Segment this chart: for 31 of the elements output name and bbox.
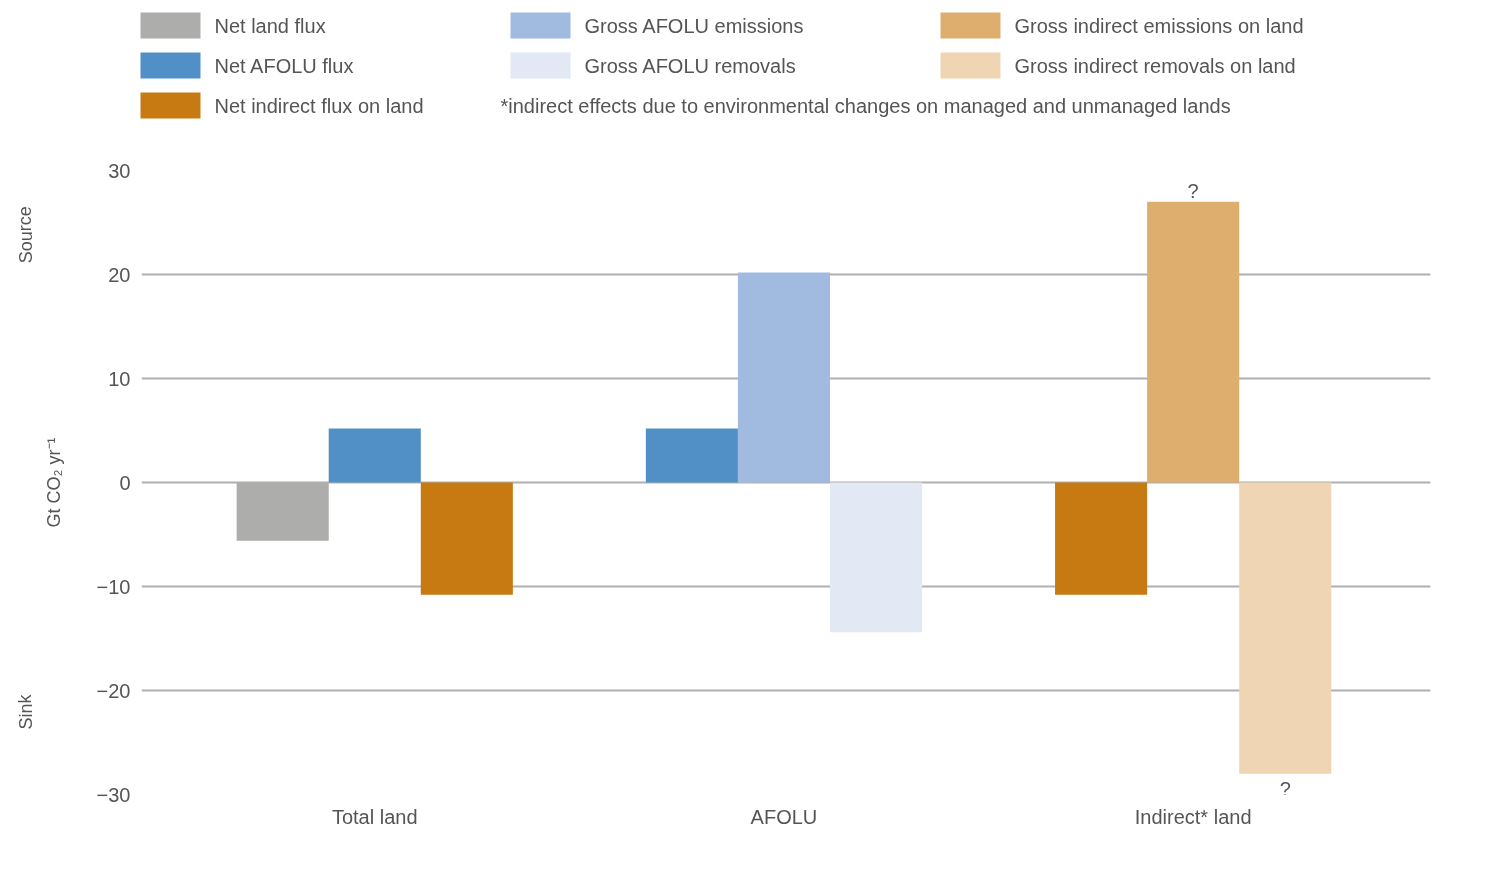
bar	[1055, 482, 1148, 595]
y-axis-title: Gt CO₂ yr⁻¹	[43, 437, 64, 528]
legend-label: Gross AFOLU removals	[584, 54, 796, 77]
y-tick-label: 10	[108, 367, 131, 390]
text: *indirect effects due to environmental changes on managed and unmanaged lands	[500, 94, 1231, 117]
text: Sink	[15, 693, 36, 730]
text: Source	[15, 206, 36, 264]
y-tick-label: −30	[96, 783, 131, 806]
y-tick-label: −10	[96, 575, 131, 598]
bar	[328, 428, 421, 483]
y-tick-label: −20	[96, 679, 131, 702]
bar	[1239, 482, 1332, 774]
legend-label: Gross AFOLU emissions	[584, 14, 804, 37]
y-tick-label: 30	[108, 159, 131, 182]
legend-label: Gross indirect emissions on land	[1014, 14, 1304, 37]
x-tick-label: Indirect* land	[1134, 805, 1252, 828]
bar	[420, 482, 513, 595]
x-tick-label: AFOLU	[750, 805, 818, 828]
bar	[829, 482, 923, 633]
legend-label: Net indirect flux on land	[214, 94, 424, 117]
y-tick-label: 20	[108, 263, 131, 286]
bar	[645, 428, 738, 483]
x-tick-label: Total land	[331, 805, 418, 828]
bar	[236, 482, 329, 541]
y-tick-label: 0	[119, 471, 131, 494]
legend-label: Gross indirect removals on land	[1014, 54, 1296, 77]
bar	[737, 272, 830, 483]
legend-label: Net land flux	[214, 14, 326, 37]
bar	[1147, 201, 1240, 483]
annotation: ?	[1187, 179, 1199, 202]
legend-label: Net AFOLU flux	[214, 54, 354, 77]
